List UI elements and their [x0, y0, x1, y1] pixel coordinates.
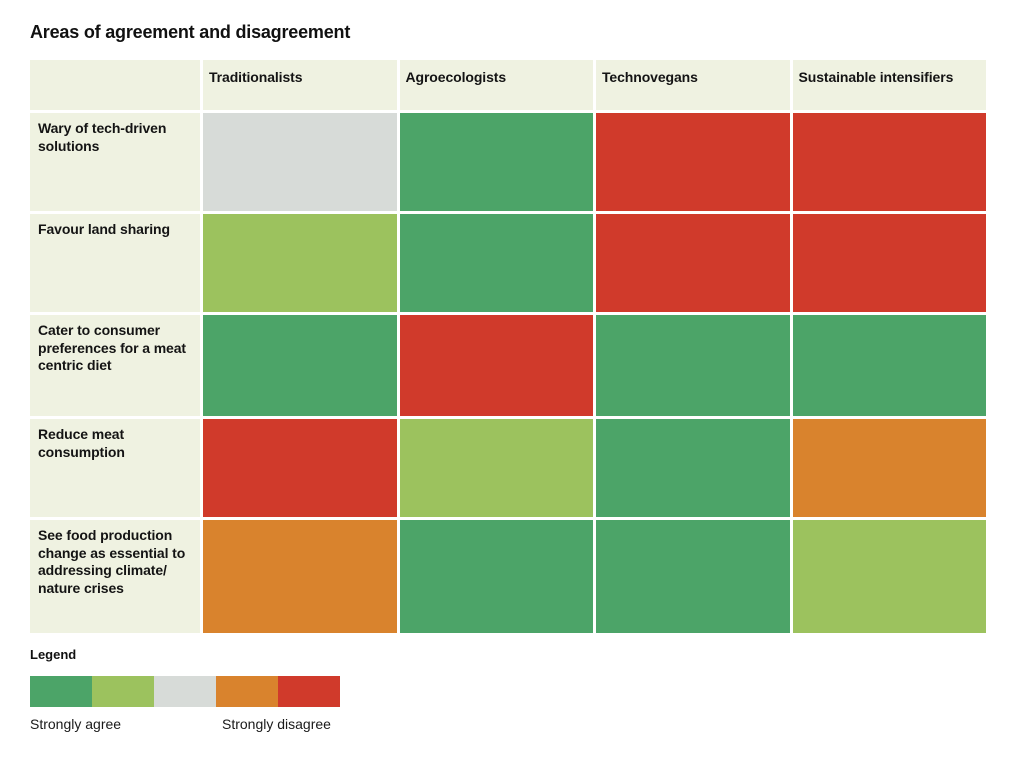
heatmap-cell-r1-c2-strongly-agree — [399, 113, 593, 211]
heatmap-cell-r5-c2-strongly-agree — [399, 520, 593, 633]
heatmap-cell-r2-c2-strongly-agree — [399, 214, 593, 312]
heatmap-grid: Traditionalists Agroecologists Technovegan… — [30, 60, 986, 633]
heatmap-cell-r2-c1-agree — [203, 214, 397, 312]
heatmap-cell-r3-c1-strongly-agree — [203, 315, 397, 416]
heatmap-cell-r2-c3-strongly-disagree — [596, 214, 790, 312]
heatmap-cell-r2-c4-strongly-disagree — [792, 214, 986, 312]
corner-cell — [30, 60, 200, 110]
legend-swatch-disagree — [216, 676, 278, 707]
legend-swatch-strongly-agree — [30, 676, 92, 707]
column-header-4: Sustainable intensifiers — [792, 60, 986, 110]
heatmap-cell-r5-c3-strongly-agree — [596, 520, 790, 633]
row-label-5: See food production change as essential … — [30, 520, 200, 633]
legend-swatch-agree — [92, 676, 154, 707]
heatmap-cell-r4-c4-disagree — [792, 419, 986, 517]
heatmap-cell-r3-c2-strongly-disagree — [399, 315, 593, 416]
legend-labels: Strongly agree Strongly disagree — [30, 716, 360, 734]
row-label-1: Wary of tech-driven solutions — [30, 113, 200, 211]
legend-swatch-strongly-disagree — [278, 676, 340, 707]
column-header-1: Traditionalists — [203, 60, 397, 110]
heatmap-cell-r1-c1-neutral — [203, 113, 397, 211]
column-header-2: Agroecologists — [399, 60, 593, 110]
chart-title: Areas of agreement and disagreement — [30, 22, 351, 42]
heatmap-cell-r5-c4-agree — [792, 520, 986, 633]
heatmap-cell-r4-c3-strongly-agree — [596, 419, 790, 517]
legend-label-strongly-agree: Strongly agree — [30, 716, 122, 732]
row-label-2: Favour land sharing — [30, 214, 200, 312]
column-header-3: Technovegans — [596, 60, 790, 110]
heatmap-cell-r4-c2-agree — [399, 419, 593, 517]
row-label-4: Reduce meat consumption — [30, 419, 200, 517]
heatmap-cell-r1-c3-strongly-disagree — [596, 113, 790, 211]
legend-color-bar — [30, 676, 340, 707]
heatmap-cell-r5-c1-disagree — [203, 520, 397, 633]
legend: Legend Strongly agree Strongly disagree — [30, 647, 360, 734]
heatmap-cell-r3-c4-strongly-agree — [792, 315, 986, 416]
row-label-3: Cater to consumer preferences for a meat… — [30, 315, 200, 416]
legend-label-strongly-disagree: Strongly disagree — [222, 716, 331, 732]
legend-title: Legend — [30, 647, 77, 662]
heatmap-cell-r3-c3-strongly-agree — [596, 315, 790, 416]
heatmap-cell-r1-c4-strongly-disagree — [792, 113, 986, 211]
legend-swatch-neutral — [154, 676, 216, 707]
heatmap-cell-r4-c1-strongly-disagree — [203, 419, 397, 517]
